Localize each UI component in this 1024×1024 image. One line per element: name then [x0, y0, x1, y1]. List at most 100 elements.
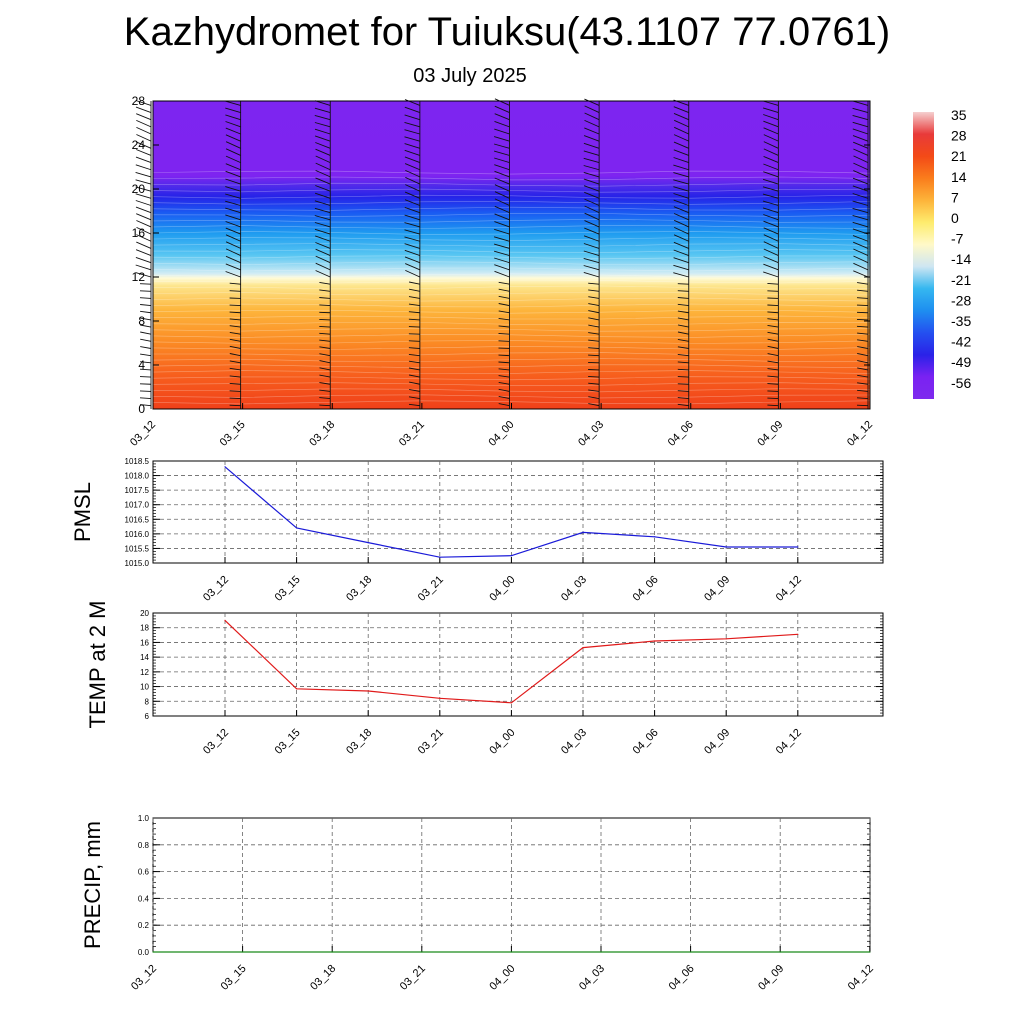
wind-barb	[677, 303, 689, 307]
wind-barb	[140, 310, 152, 314]
wind-barb	[319, 367, 331, 371]
wind-barb	[135, 179, 152, 185]
wind-barb	[404, 249, 421, 256]
wind-barb	[498, 368, 510, 371]
chart-date: 03 July 2025	[413, 65, 527, 87]
wind-barb	[498, 403, 510, 407]
wind-barb	[408, 311, 420, 314]
wind-barb	[677, 297, 689, 299]
wind-barb	[588, 282, 600, 285]
colorbar-label: 21	[951, 148, 967, 164]
wind-barb	[763, 114, 779, 121]
wind-barb	[405, 269, 421, 278]
wind-barb	[584, 191, 600, 199]
wind-barb	[494, 213, 510, 221]
wind-barb	[762, 100, 779, 106]
y-tick-label: 1015.0	[125, 559, 150, 568]
data-point	[296, 688, 298, 690]
wind-barb	[494, 105, 510, 113]
wind-barb	[852, 114, 869, 121]
x-tick-label: 04_06	[631, 727, 661, 757]
wind-barb	[498, 310, 510, 314]
wind-barb	[583, 142, 600, 149]
wind-barb	[229, 325, 241, 328]
x-tick-label: 04_09	[755, 419, 785, 449]
wind-barb	[494, 113, 510, 121]
wind-barb	[404, 149, 421, 156]
wind-barb	[498, 317, 510, 321]
wind-barb	[404, 143, 421, 149]
wind-barb	[408, 318, 420, 321]
y-tick-label: 1.0	[138, 814, 150, 823]
wind-barb	[588, 339, 600, 342]
wind-barb	[409, 381, 420, 385]
wind-barb	[319, 325, 331, 328]
wind-barb	[673, 206, 689, 214]
wind-barb	[140, 361, 152, 364]
wind-barb	[229, 304, 241, 307]
wind-barb	[673, 199, 689, 206]
wind-barb	[767, 318, 779, 321]
wind-barb	[677, 353, 689, 357]
wind-barb	[677, 403, 689, 407]
x-tick-label: 04_03	[577, 963, 607, 993]
contour-line	[152, 267, 871, 272]
y-tick-label: 0.6	[138, 868, 150, 877]
wind-barb	[319, 389, 331, 392]
wind-barb	[763, 171, 779, 178]
wind-barb	[584, 127, 600, 135]
wind-barb	[136, 113, 152, 121]
wind-barb	[319, 332, 331, 335]
wind-barb	[498, 354, 510, 357]
contour-line	[152, 231, 871, 235]
wind-barb	[762, 178, 779, 185]
wind-barb	[225, 214, 241, 221]
wind-barb	[763, 256, 779, 264]
y-tick-label: 0.0	[138, 948, 150, 957]
wind-barb	[584, 119, 600, 128]
wind-barb	[767, 390, 779, 392]
wind-barb	[136, 141, 152, 149]
wind-barb	[135, 164, 152, 171]
wind-barb	[583, 235, 600, 242]
wind-barb	[314, 128, 331, 135]
data-point	[242, 951, 244, 953]
wind-barb	[762, 107, 779, 113]
wind-barb	[494, 128, 510, 135]
wind-barb	[498, 361, 510, 364]
y-tick-label: 20	[140, 609, 149, 618]
wind-barb	[767, 375, 779, 378]
wind-barb	[584, 112, 600, 121]
wind-barb	[140, 346, 152, 349]
wind-barb	[494, 228, 510, 235]
data-point	[797, 633, 799, 635]
wind-barb	[136, 119, 152, 128]
wind-barb	[763, 148, 779, 156]
wind-barb	[763, 248, 779, 256]
y-tick-label: 1016.5	[125, 515, 150, 524]
wind-barb	[315, 169, 331, 178]
wind-barb	[225, 255, 241, 264]
contour-line	[152, 394, 871, 399]
wind-barb	[229, 290, 241, 292]
colorbar-label: 28	[951, 128, 967, 144]
wind-barb	[408, 403, 420, 407]
wind-barb	[494, 120, 510, 128]
x-tick-label: 04_03	[576, 419, 606, 449]
contour-line	[152, 285, 871, 290]
y-tick-label: 24	[132, 138, 146, 152]
x-tick-label: 04_12	[845, 419, 875, 449]
wind-barb	[762, 186, 779, 192]
contour-line	[152, 200, 871, 205]
wind-barb	[494, 184, 510, 192]
wind-barb	[225, 263, 241, 271]
data-point	[725, 546, 727, 548]
wind-barb	[225, 186, 241, 192]
contour-line	[152, 364, 871, 369]
wind-barb	[404, 199, 421, 206]
wind-barb	[315, 270, 331, 278]
data-point	[439, 697, 441, 699]
wind-barb	[314, 215, 331, 221]
wind-barb	[494, 157, 510, 164]
wind-barb	[762, 193, 779, 199]
